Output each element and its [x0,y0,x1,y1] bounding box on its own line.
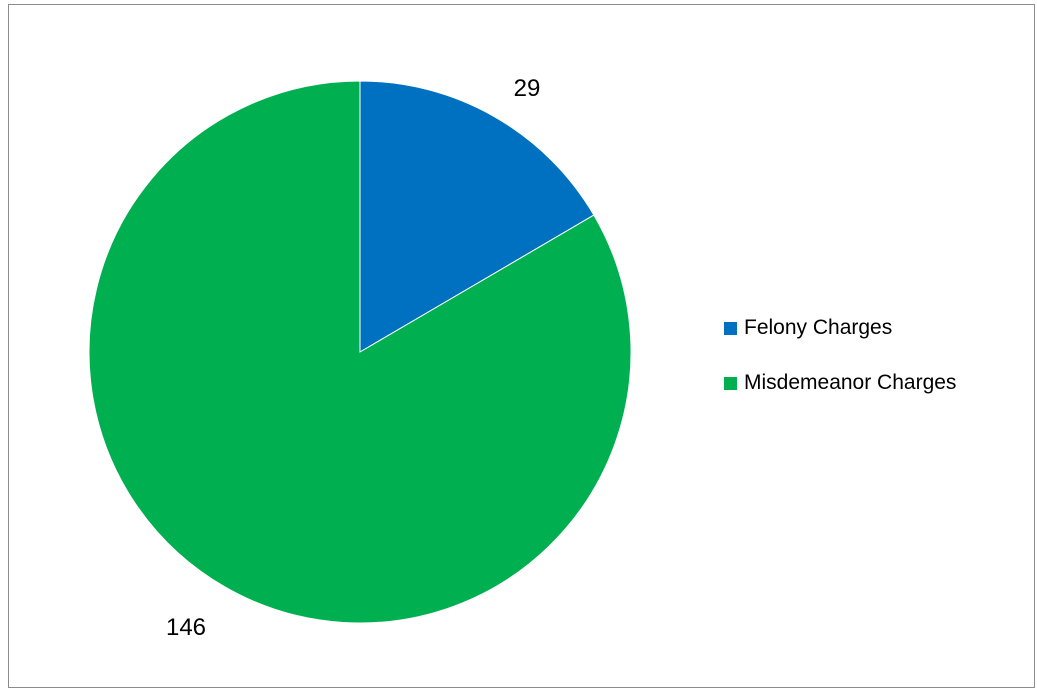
legend-item-misdemeanor: Misdemeanor Charges [724,367,956,399]
legend: Felony Charges Misdemeanor Charges [724,312,956,422]
legend-item-felony: Felony Charges [724,312,956,344]
legend-label-felony: Felony Charges [744,316,892,340]
legend-swatch-misdemeanor [724,377,737,390]
data-label-misdemeanor: 146 [166,614,206,641]
pie-slices [89,81,631,623]
legend-label-misdemeanor: Misdemeanor Charges [744,371,956,395]
data-label-felony: 29 [514,75,541,102]
legend-swatch-felony [724,322,737,335]
